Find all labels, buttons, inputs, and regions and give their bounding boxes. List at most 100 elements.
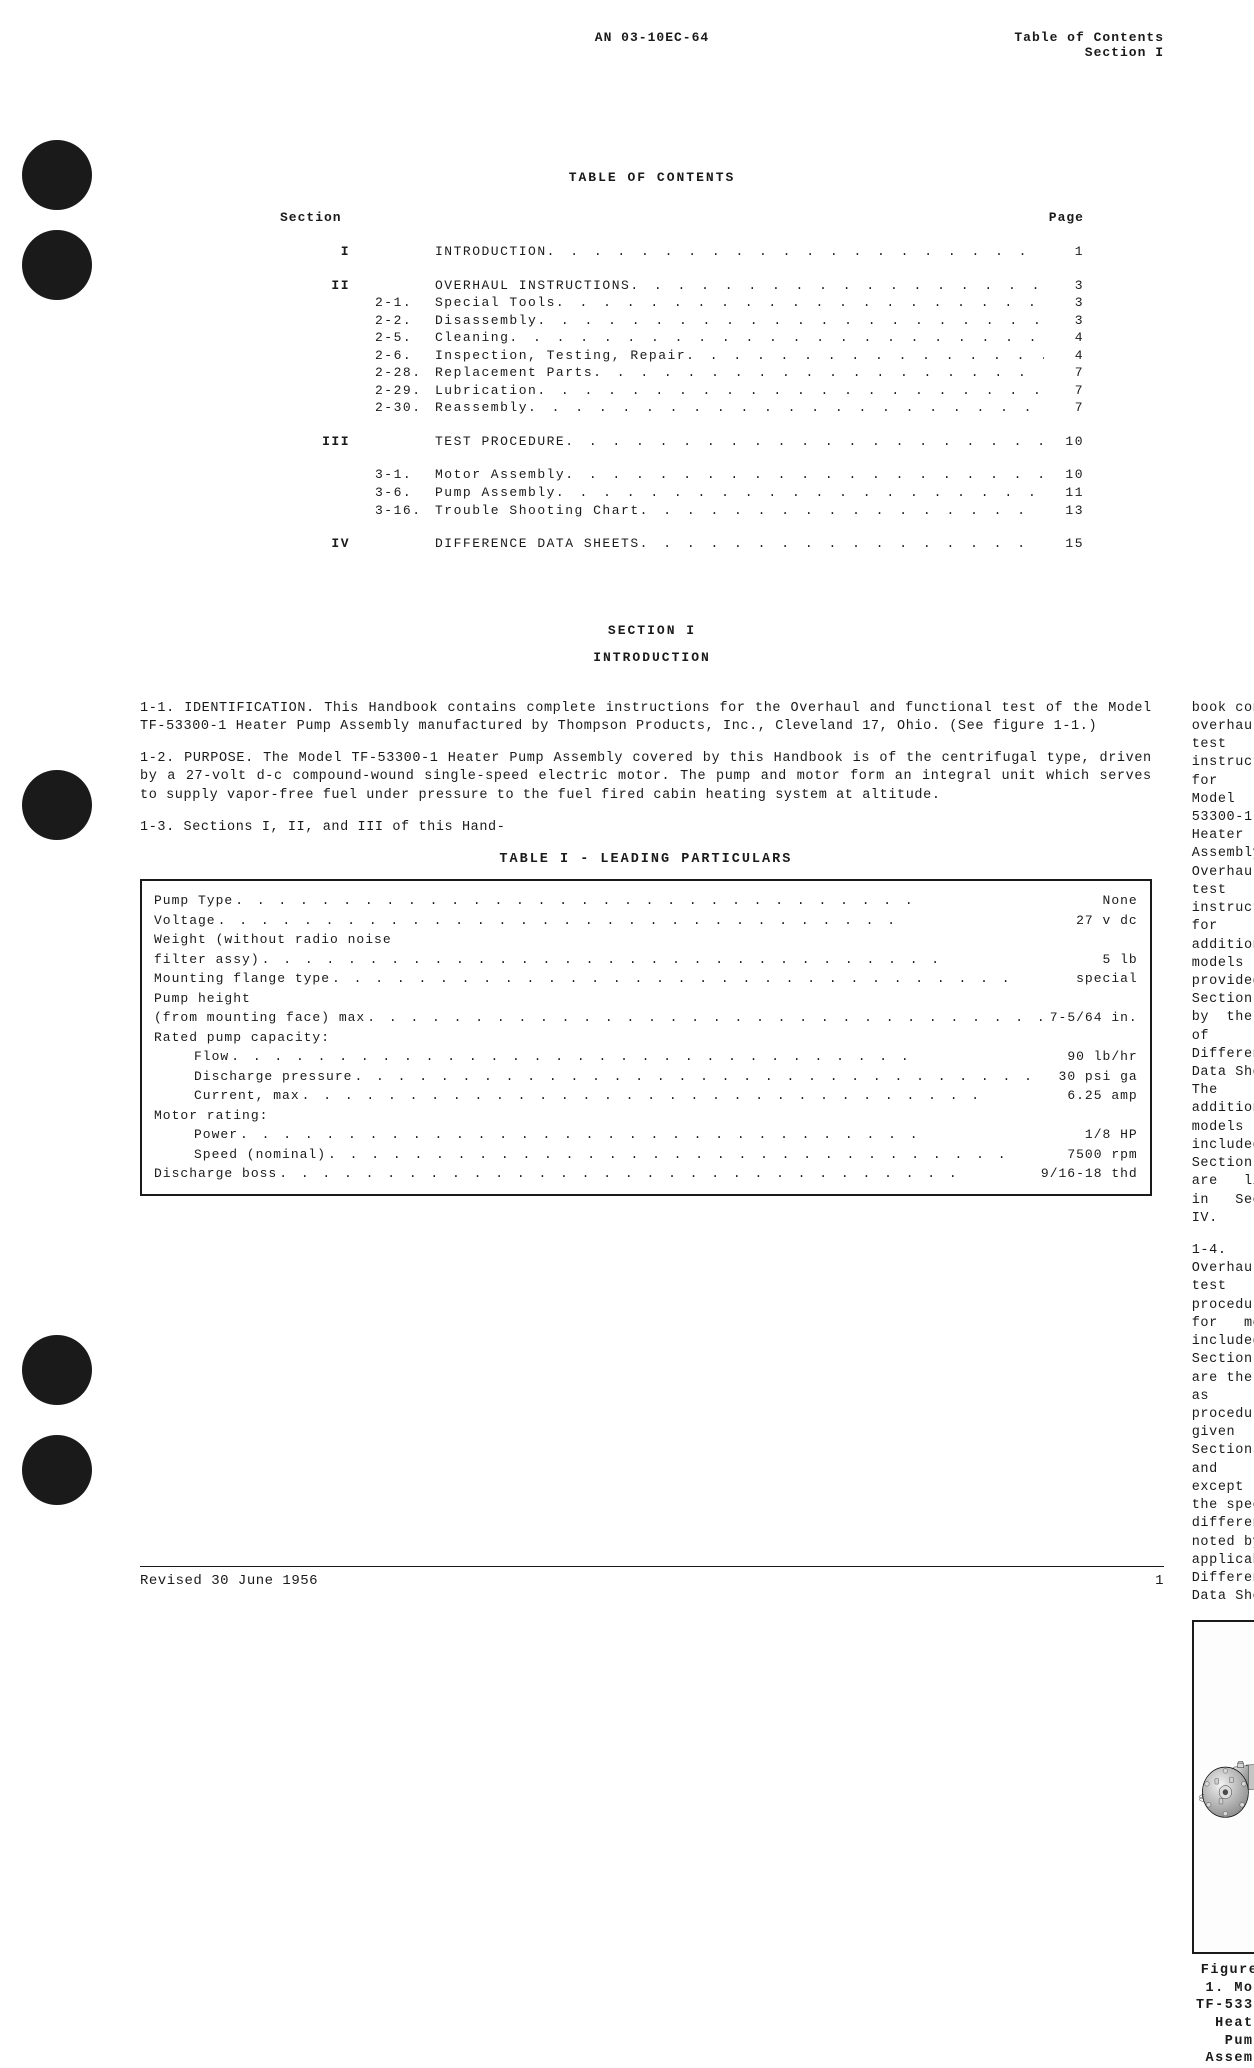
spec-label: Pump height (154, 989, 251, 1009)
spec-value: 6.25 amp (1067, 1086, 1137, 1106)
toc-section (280, 382, 375, 400)
spec-value: 9/16-18 thd (1041, 1164, 1138, 1184)
spec-row: Voltage . . . . . . . . . . . . . . . . … (154, 911, 1138, 931)
toc-label: TEST PROCEDURE (435, 433, 565, 451)
toc-section (280, 502, 375, 520)
toc-page: 1 (1044, 243, 1084, 261)
toc-page: 10 (1044, 433, 1084, 451)
para-1-2: 1-2. PURPOSE. The Model TF-53300-1 Heate… (140, 750, 1152, 805)
spec-dots: . . . . . . . . . . . . . . . . . . . . … (326, 1145, 1067, 1165)
toc-dots: . . . . . . . . . . . . . . . . . . . . … (537, 382, 1044, 400)
toc-section (280, 329, 375, 347)
figure-1-1 (1192, 1620, 1254, 1954)
spec-value: 7500 rpm (1067, 1145, 1137, 1165)
punch-hole (22, 230, 92, 300)
toc-row: 2-2.Disassembly . . . . . . . . . . . . … (280, 312, 1084, 330)
spec-row: filter assy) . . . . . . . . . . . . . .… (154, 950, 1138, 970)
toc-num: 3-16. (375, 502, 435, 520)
spec-label: Power (154, 1125, 238, 1145)
toc-label: Inspection, Testing, Repair (435, 347, 686, 365)
toc-dots: . . . . . . . . . . . . . . . . . . . . … (640, 502, 1044, 520)
spec-value: 90 lb/hr (1067, 1047, 1137, 1067)
toc-page: 11 (1044, 484, 1084, 502)
page-footer: Revised 30 June 1956 1 (140, 1573, 1164, 1589)
toc-dots: . . . . . . . . . . . . . . . . . . . . … (547, 243, 1044, 261)
toc-row: 3-16.Trouble Shooting Chart . . . . . . … (280, 502, 1084, 520)
toc-section: IV (280, 535, 375, 553)
toc-section: II (280, 277, 375, 295)
toc-row: 2-6.Inspection, Testing, Repair . . . . … (280, 347, 1084, 365)
spec-dots: . . . . . . . . . . . . . . . . . . . . … (352, 1067, 1058, 1087)
toc-label: Reassembly (435, 399, 528, 417)
spec-label: Discharge boss (154, 1164, 277, 1184)
section-heading: SECTION I (140, 623, 1164, 638)
para-1-1: 1-1. IDENTIFICATION. This Handbook conta… (140, 700, 1152, 736)
toc-label: INTRODUCTION (435, 243, 547, 261)
toc-dots: . . . . . . . . . . . . . . . . . . . . … (509, 329, 1044, 347)
footer-revised: Revised 30 June 1956 (140, 1573, 318, 1589)
spec-row: Power . . . . . . . . . . . . . . . . . … (154, 1125, 1138, 1145)
toc-label: Replacement Parts (435, 364, 593, 382)
toc-row: 3-6.Pump Assembly . . . . . . . . . . . … (280, 484, 1084, 502)
toc-label: Special Tools (435, 294, 556, 312)
spec-label: Speed (nominal) (154, 1145, 326, 1165)
para-1-4: 1-4. Overhaul and test procedures for mo… (1192, 1242, 1254, 1606)
toc-num: 2-30. (375, 399, 435, 417)
toc-num: 2-6. (375, 347, 435, 365)
toc-num: 3-6. (375, 484, 435, 502)
spec-label: Flow (154, 1047, 229, 1067)
toc-row: I INTRODUCTION . . . . . . . . . . . . . … (280, 243, 1084, 261)
toc-label: Disassembly (435, 312, 537, 330)
para-1-3b: book contain overhaul and test instructi… (1192, 700, 1254, 1228)
toc-title: TABLE OF CONTENTS (140, 170, 1164, 185)
toc-page: 4 (1044, 347, 1084, 365)
punch-hole (22, 1435, 92, 1505)
spec-value: special (1076, 969, 1138, 989)
spec-dots: . . . . . . . . . . . . . . . . . . . . … (216, 911, 1077, 931)
toc-num (375, 277, 435, 295)
toc-label: Pump Assembly (435, 484, 556, 502)
toc-num: 2-28. (375, 364, 435, 382)
toc-row: 2-1.Special Tools . . . . . . . . . . . … (280, 294, 1084, 312)
spec-row: Flow . . . . . . . . . . . . . . . . . .… (154, 1047, 1138, 1067)
toc-page: 7 (1044, 399, 1084, 417)
column-right: book contain overhaul and test instructi… (1192, 700, 1254, 2068)
toc-label: Trouble Shooting Chart (435, 502, 640, 520)
section-subheading: INTRODUCTION (140, 650, 1164, 665)
toc-dots: . . . . . . . . . . . . . . . . . . . . … (630, 277, 1044, 295)
toc-page: 7 (1044, 382, 1084, 400)
toc-section (280, 347, 375, 365)
toc-row: IVDIFFERENCE DATA SHEETS . . . . . . . .… (280, 535, 1084, 553)
toc-page: 4 (1044, 329, 1084, 347)
toc-label: OVERHAUL INSTRUCTIONS (435, 277, 630, 295)
toc-section (280, 484, 375, 502)
spec-row: Rated pump capacity: (154, 1028, 1138, 1048)
toc-row: II OVERHAUL INSTRUCTIONS . . . . . . . . … (280, 277, 1084, 295)
spec-row: (from mounting face) max . . . . . . . .… (154, 1008, 1138, 1028)
toc-col-page: Page (1049, 210, 1084, 225)
figure-caption: Figure 1-1. Model TF-53300-1 Heater Pump… (1192, 1962, 1254, 2067)
toc-num: 3-1. (375, 466, 435, 484)
toc-dots: . . . . . . . . . . . . . . . . . . . . … (556, 484, 1044, 502)
toc-row: 2-30.Reassembly . . . . . . . . . . . . … (280, 399, 1084, 417)
toc-dots: . . . . . . . . . . . . . . . . . . . . … (528, 399, 1044, 417)
toc-page: 10 (1044, 466, 1084, 484)
toc-section: I (280, 243, 375, 261)
toc-label: DIFFERENCE DATA SHEETS (435, 535, 640, 553)
figure-caption-l1: Figure 1-1. Model TF-53300-1 Heater (1192, 1962, 1254, 2032)
toc-section (280, 466, 375, 484)
figure-caption-l2: Pump Assembly (1192, 2033, 1254, 2068)
spec-value: 7-5/64 in. (1050, 1008, 1138, 1028)
table1-title: TABLE I - LEADING PARTICULARS (140, 851, 1152, 869)
para-1-3a: 1-3. Sections I, II, and III of this Han… (140, 819, 1152, 837)
spec-row: Motor rating: (154, 1106, 1138, 1126)
spec-dots: . . . . . . . . . . . . . . . . . . . . … (238, 1125, 1085, 1145)
toc-dots: . . . . . . . . . . . . . . . . . . . . … (686, 347, 1044, 365)
toc-row: IIITEST PROCEDURE . . . . . . . . . . . … (280, 433, 1084, 451)
toc-row: 3-1.Motor Assembly . . . . . . . . . . .… (280, 466, 1084, 484)
spec-row: Pump height (154, 989, 1138, 1009)
toc-num: 2-5. (375, 329, 435, 347)
spec-row: Current, max . . . . . . . . . . . . . .… (154, 1086, 1138, 1106)
spec-value: 1/8 HP (1085, 1125, 1138, 1145)
spec-value: 27 v dc (1076, 911, 1138, 931)
